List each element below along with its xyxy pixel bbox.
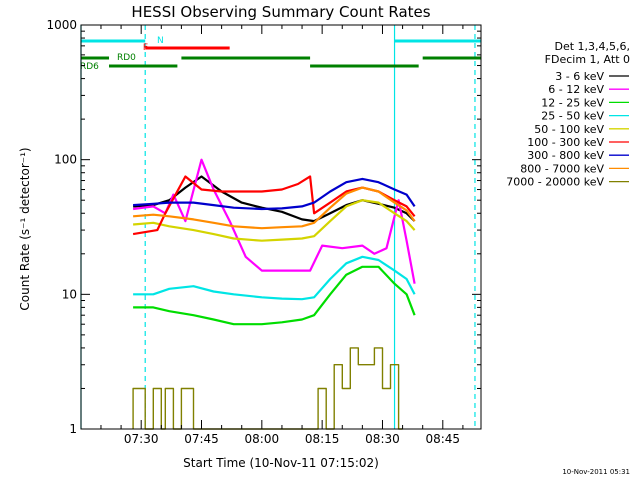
y-axis-label: Count Rate (s⁻¹ detector⁻¹)	[18, 147, 32, 310]
series-line-8	[133, 186, 416, 230]
plot-frame	[80, 24, 482, 430]
x-axis-label: Start Time (10-Nov-11 07:15:02)	[183, 456, 379, 470]
legend-label-3: 12 - 25 keV	[541, 96, 604, 109]
x-tick-label-5: 08:30	[365, 432, 400, 446]
legend-label-8: 800 - 7000 keV	[520, 162, 604, 175]
legend-label-9: 7000 - 20000 keV	[506, 176, 604, 189]
series-line-5	[133, 199, 416, 242]
x-tick-label-6: 08:45	[425, 432, 460, 446]
legend-label-2: 6 - 12 keV	[548, 83, 604, 96]
plot-area: NF RD0 RD6 1 10 100 1000 07:30 07:45 08:00 08:15 08…	[46, 18, 482, 446]
legend-header-line-1: Det 1,3,4,5,6,	[554, 40, 630, 53]
y-tick-label-3: 100	[54, 153, 77, 167]
timestamp: 10-Nov-2011 05:31	[562, 468, 630, 476]
x-tick-label-2: 07:45	[184, 432, 219, 446]
x-tick-label-4: 08:15	[305, 432, 340, 446]
status-bar-f-label: F	[143, 43, 148, 53]
legend-label-7: 300 - 800 keV	[527, 149, 604, 162]
x-tick-label-3: 08:00	[245, 432, 280, 446]
y-tick-label-4: 1000	[46, 18, 77, 32]
series-line-3	[133, 265, 416, 326]
y-tick-label-1: 1	[69, 422, 77, 436]
chart-title: HESSI Observing Summary Count Rates	[131, 3, 430, 21]
legend-header-line-2: FDecim 1, Att 0	[545, 53, 630, 66]
legend-label-5: 50 - 100 keV	[534, 123, 604, 136]
status-bar-n-label: N	[157, 36, 164, 46]
legend-label-6: 100 - 300 keV	[527, 136, 604, 149]
series-line-7	[133, 177, 416, 211]
x-tick-label-1: 07:30	[124, 432, 159, 446]
y-tick-label-2: 10	[62, 287, 77, 301]
series-line-4	[133, 255, 416, 301]
legend-label-1: 3 - 6 keV	[555, 70, 604, 83]
status-bar-rd6-label: RD6	[80, 62, 99, 72]
status-bar-rd0-label: RD0	[117, 53, 136, 63]
legend-label-4: 25 - 50 keV	[541, 110, 604, 123]
